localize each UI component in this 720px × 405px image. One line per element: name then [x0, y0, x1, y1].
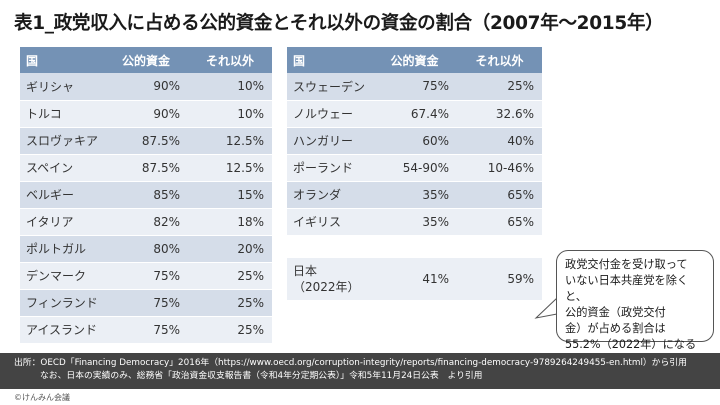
other-funds-cell-japan: 59% [457, 258, 542, 301]
country-cell-japan: 日本 （2022年） [287, 258, 372, 301]
country-cell: ギリシャ [20, 73, 104, 101]
public-funds-cell: 87.5% [104, 154, 188, 182]
table-row: ベルギー 85% 15% [20, 181, 272, 209]
country-cell: ハンガリー [287, 127, 372, 155]
public-funds-cell: 75% [104, 262, 188, 290]
public-funds-cell: 35% [372, 181, 457, 209]
table-row: イギリス 35% 65% [287, 208, 542, 236]
country-cell: イギリス [287, 208, 372, 236]
public-funds-cell: 75% [372, 73, 457, 101]
public-funds-cell: 54-90% [372, 154, 457, 182]
country-table-right: 国 公的資金 それ以外 スウェーデン 75% 25% ノルウェー 67.4% 3… [287, 47, 542, 236]
callout-note: 政党交付金を受け取って いない日本共産党を除くと、 公的資金（政党交付 金）が占… [556, 250, 714, 351]
table-row: ポルトガル 80% 20% [20, 235, 272, 263]
country-cell: フィンランド [20, 289, 104, 317]
source-line-2: なお、日本の実績のみ、総務省「政治資金収支報告書（令和4年分定期公表）」令和5年… [40, 371, 483, 381]
country-table-left: 国 公的資金 それ以外 ギリシャ 90% 10% トルコ 90% 10% スロヴ… [20, 47, 272, 344]
callout-line: 政党交付金を受け取って [565, 258, 688, 271]
callout-line: 55.2%（2022年）になる [565, 338, 697, 351]
public-funds-cell: 90% [104, 100, 188, 128]
page-title: 表1_政党収入に占める公的資金とそれ以外の資金の割合（2007年～2015年） [14, 13, 664, 34]
callout-line: 金）が占める割合は [565, 322, 666, 335]
other-funds-cell: 32.6% [457, 100, 542, 128]
public-funds-cell: 67.4% [372, 100, 457, 128]
copyright-text: ©けんみん会議 [14, 393, 70, 402]
public-funds-cell: 75% [104, 289, 188, 317]
table-row: ハンガリー 60% 40% [287, 127, 542, 155]
table-row: スペイン 87.5% 12.5% [20, 154, 272, 182]
table-row: フィンランド 75% 25% [20, 289, 272, 317]
country-cell: スロヴァキア [20, 127, 104, 155]
table-row: ポーランド 54-90% 10-46% [287, 154, 542, 182]
table-row: ギリシャ 90% 10% [20, 73, 272, 101]
table-row: トルコ 90% 10% [20, 100, 272, 128]
other-funds-cell: 40% [457, 127, 542, 155]
header-public-funds: 公的資金 [104, 47, 188, 73]
table-row: オランダ 35% 65% [287, 181, 542, 209]
header-other-funds: それ以外 [188, 47, 272, 73]
public-funds-cell: 90% [104, 73, 188, 101]
public-funds-cell: 85% [104, 181, 188, 209]
public-funds-cell: 87.5% [104, 127, 188, 155]
header-public-funds: 公的資金 [372, 47, 457, 73]
callout-line: 公的資金（政党交付 [565, 306, 666, 319]
callout-tail-icon [534, 297, 558, 319]
other-funds-cell: 10% [188, 73, 272, 101]
country-cell: アイスランド [20, 316, 104, 344]
public-funds-cell: 82% [104, 208, 188, 236]
country-cell: デンマーク [20, 262, 104, 290]
public-funds-cell: 35% [372, 208, 457, 236]
other-funds-cell: 65% [457, 181, 542, 209]
country-cell: ポーランド [287, 154, 372, 182]
public-funds-cell: 80% [104, 235, 188, 263]
other-funds-cell: 65% [457, 208, 542, 236]
callout-line: いない日本共産党を除くと、 [565, 274, 689, 303]
table-row: アイスランド 75% 25% [20, 316, 272, 344]
japan-country-name: 日本 [293, 263, 318, 278]
country-cell: オランダ [287, 181, 372, 209]
table-row: スロヴァキア 87.5% 12.5% [20, 127, 272, 155]
country-cell: ポルトガル [20, 235, 104, 263]
table-row: イタリア 82% 18% [20, 208, 272, 236]
country-cell: イタリア [20, 208, 104, 236]
country-cell: スペイン [20, 154, 104, 182]
header-country: 国 [20, 47, 104, 73]
other-funds-cell: 25% [188, 262, 272, 290]
other-funds-cell: 10% [188, 100, 272, 128]
other-funds-cell: 25% [188, 289, 272, 317]
other-funds-cell: 25% [457, 73, 542, 101]
other-funds-cell: 15% [188, 181, 272, 209]
other-funds-cell: 10-46% [457, 154, 542, 182]
other-funds-cell: 25% [188, 316, 272, 344]
other-funds-cell: 12.5% [188, 127, 272, 155]
country-cell: スウェーデン [287, 73, 372, 101]
public-funds-cell-japan: 41% [372, 258, 457, 301]
table-header-row: 国 公的資金 それ以外 [20, 47, 272, 73]
japan-table: 日本 （2022年） 41% 59% [287, 258, 542, 301]
public-funds-cell: 60% [372, 127, 457, 155]
table-row: ノルウェー 67.4% 32.6% [287, 100, 542, 128]
country-cell: トルコ [20, 100, 104, 128]
table-row-japan: 日本 （2022年） 41% 59% [287, 258, 542, 301]
table-row: デンマーク 75% 25% [20, 262, 272, 290]
public-funds-cell: 75% [104, 316, 188, 344]
table-row: スウェーデン 75% 25% [287, 73, 542, 101]
japan-year: （2022年） [293, 279, 360, 294]
country-cell: ノルウェー [287, 100, 372, 128]
source-footer: 出所：OECD「Financing Democracy」2016年（https:… [0, 353, 720, 389]
other-funds-cell: 20% [188, 235, 272, 263]
table-header-row: 国 公的資金 それ以外 [287, 47, 542, 73]
header-other-funds: それ以外 [457, 47, 542, 73]
other-funds-cell: 18% [188, 208, 272, 236]
country-cell: ベルギー [20, 181, 104, 209]
header-country: 国 [287, 47, 372, 73]
other-funds-cell: 12.5% [188, 154, 272, 182]
source-line-1: 出所：OECD「Financing Democracy」2016年（https:… [14, 358, 687, 368]
